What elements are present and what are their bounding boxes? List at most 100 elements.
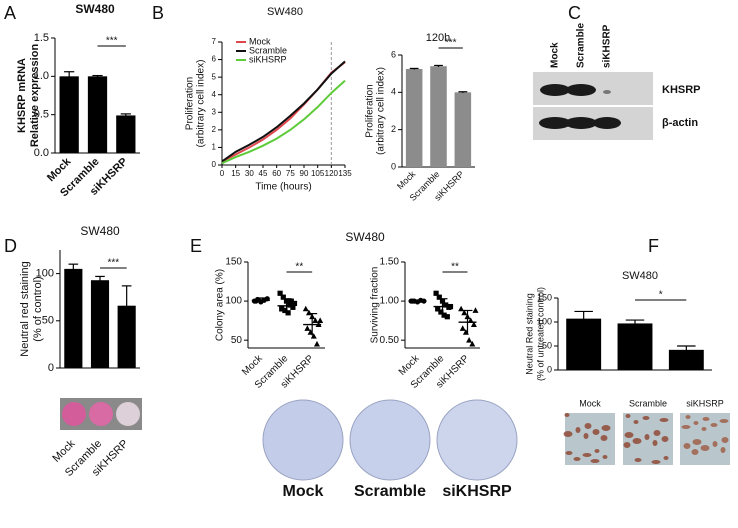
micro-cell <box>575 427 581 433</box>
point <box>317 317 324 324</box>
x-tick-label: 135 <box>338 169 352 178</box>
point <box>280 294 286 300</box>
y-axis-label: (arbitrary cell index) <box>376 67 387 155</box>
point <box>304 325 311 331</box>
y-axis-label: Surviving fraction <box>370 267 381 344</box>
point <box>441 312 447 318</box>
panel-letter: E <box>190 236 202 256</box>
well <box>62 402 86 426</box>
chart-title: SW480 <box>622 270 658 282</box>
micro-cell <box>592 429 600 435</box>
x-tick-label: 75 <box>286 169 295 178</box>
chart-title: SW480 <box>345 230 385 244</box>
panel-letter: A <box>4 3 16 23</box>
point <box>287 302 293 308</box>
point <box>290 304 296 310</box>
micro-cell <box>651 460 661 464</box>
band <box>566 84 596 96</box>
bar <box>617 323 653 370</box>
y-tick-label: 1.00 <box>380 296 400 307</box>
micro-cell <box>652 440 658 446</box>
bar <box>90 280 110 368</box>
micro-cell <box>564 413 570 417</box>
micro-cell <box>661 436 669 442</box>
micro-cell <box>582 453 592 457</box>
point <box>466 336 473 343</box>
y-axis-label: Neutral Red staining <box>524 293 534 375</box>
micro-cell <box>601 425 611 431</box>
plate <box>349 399 431 481</box>
point <box>435 306 441 312</box>
panel-letter: D <box>4 236 17 256</box>
x-tick-label: 0 <box>220 169 225 178</box>
plate-images <box>262 399 518 481</box>
y-tick-label: 3 <box>212 107 217 116</box>
micro-cell <box>681 425 691 429</box>
well <box>89 402 113 426</box>
x-tick-label: 105 <box>311 169 325 178</box>
legend-label: siKHSRP <box>249 54 287 64</box>
y-tick-label: 50 <box>42 315 54 327</box>
point <box>253 298 259 304</box>
micro-cell <box>632 438 642 444</box>
point <box>282 307 288 314</box>
image-label: siKHSRP <box>442 483 512 500</box>
micro-cell <box>602 455 608 459</box>
point <box>288 298 294 304</box>
micro-cell <box>721 437 729 443</box>
bar <box>430 66 447 167</box>
chart-title: SW480 <box>80 224 120 238</box>
chart-title: SW480 <box>267 6 303 18</box>
y-tick-label: 1 <box>212 143 217 152</box>
plate <box>436 399 518 481</box>
point <box>436 294 442 300</box>
x-tick-label: Mock <box>395 169 418 192</box>
micro-cell <box>702 417 710 421</box>
line <box>221 61 346 163</box>
y-tick-label: 100 <box>225 296 242 307</box>
micro-cell <box>563 431 573 437</box>
y-tick-label: 150 <box>537 292 552 302</box>
y-tick-label: 6 <box>212 55 217 64</box>
micro-cell <box>653 430 661 436</box>
point <box>472 307 479 313</box>
lane-label: Mock <box>550 42 561 68</box>
bar <box>566 318 602 370</box>
band <box>540 84 570 96</box>
bar <box>87 76 108 153</box>
micro-cell <box>644 434 650 440</box>
micro-cell <box>594 449 600 453</box>
y-axis-label: KHSRP mRNA <box>16 58 28 133</box>
point <box>433 290 439 296</box>
point <box>310 333 317 339</box>
point <box>312 317 319 324</box>
point <box>313 340 320 347</box>
bar <box>405 69 423 167</box>
y-tick-label: 6 <box>391 49 396 59</box>
y-tick-label: 0 <box>212 160 217 169</box>
band-label: β-actin <box>662 117 698 129</box>
well-image <box>60 398 142 430</box>
point <box>291 300 298 307</box>
image-label: Scramble <box>354 483 426 500</box>
y-tick-label: 1.5 <box>34 32 49 44</box>
micro-image <box>565 413 615 465</box>
micro-cell <box>590 459 600 463</box>
lane-label: siKHSRP <box>602 24 613 68</box>
plate <box>262 399 344 481</box>
band-label: KHSRP <box>662 84 701 96</box>
y-axis-label: Neutral red staining <box>19 261 31 356</box>
point <box>469 340 476 347</box>
micro-cell <box>633 420 639 424</box>
line <box>221 79 346 165</box>
y-axis-label: (% of control) <box>32 276 44 341</box>
bar <box>668 349 704 370</box>
micro-cell <box>600 435 608 441</box>
point <box>459 325 466 331</box>
micro-cell <box>691 449 699 455</box>
significance-label: *** <box>106 36 118 47</box>
x-axis-label: Time (hours) <box>255 182 311 193</box>
y-axis-label: (% of untreated control) <box>535 287 545 381</box>
y-tick-label: 100 <box>36 268 54 280</box>
micro-cell <box>659 418 669 422</box>
